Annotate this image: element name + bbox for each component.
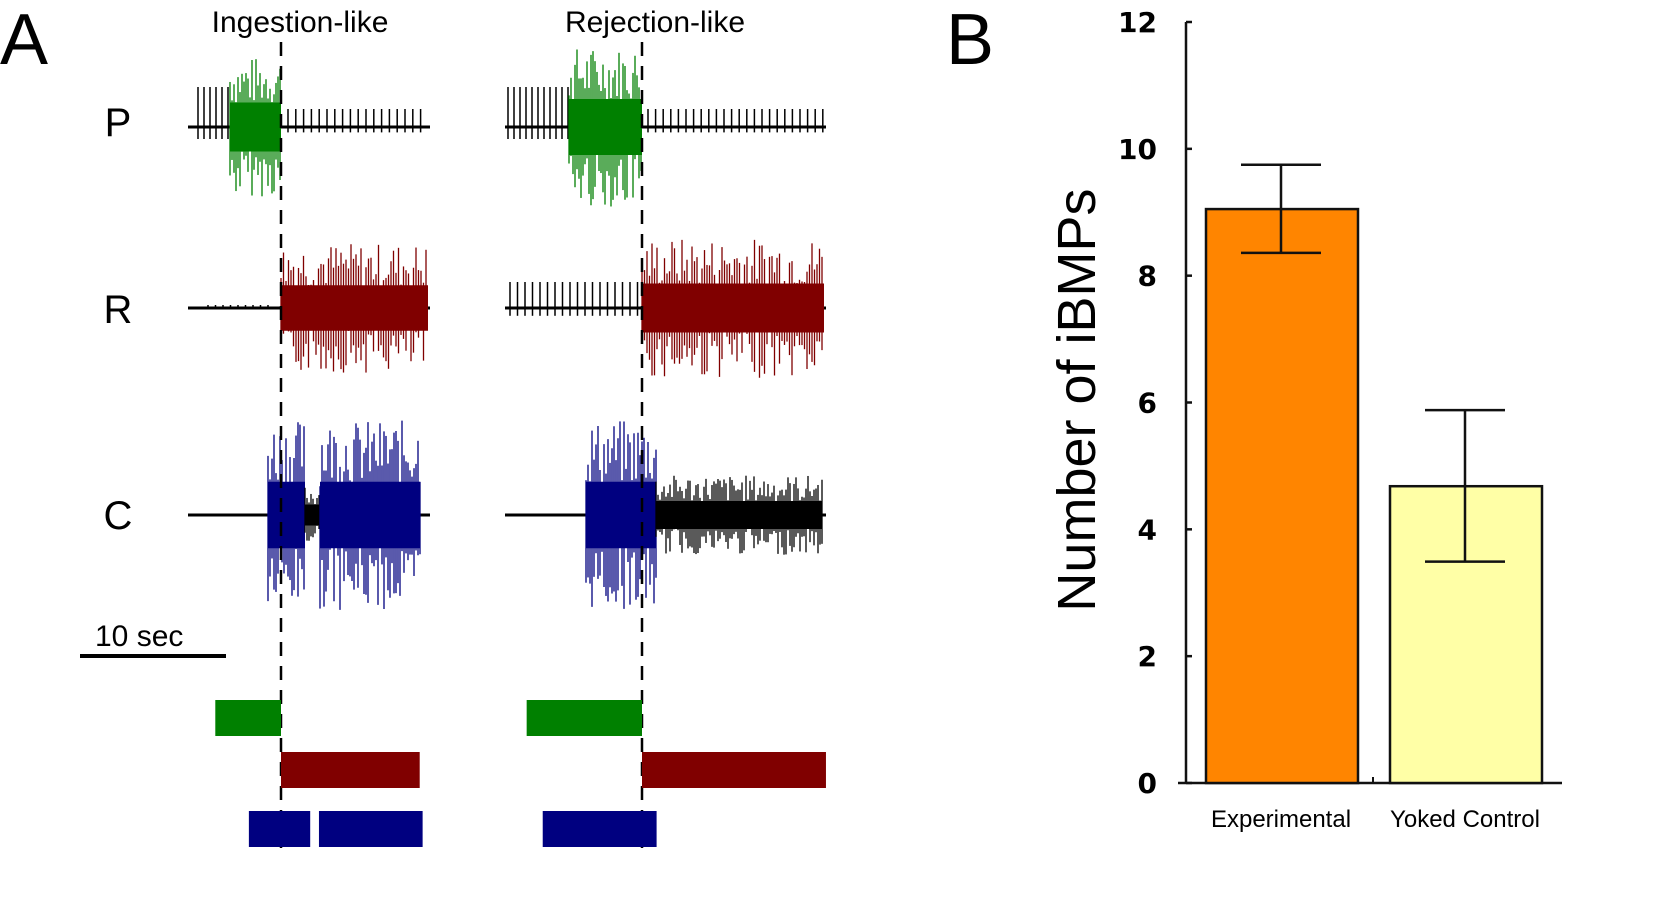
- trace-c-ingestion-gap: [304, 487, 320, 541]
- panel-b-letter: B: [946, 0, 994, 80]
- bars: Experimental Yoked Control: [1204, 163, 1544, 833]
- y-tick-label: 10: [1118, 133, 1157, 166]
- activity-bar-rejection-r: [642, 752, 826, 788]
- activity-bar-rejection-p: [526, 700, 642, 736]
- x-category-label: Yoked Control: [1390, 806, 1540, 833]
- trace-p-rejection-burst: [568, 49, 642, 207]
- channel-label-c: C: [104, 494, 133, 538]
- bar-experimental: [1204, 207, 1360, 785]
- x-category-label: Experimental: [1211, 806, 1351, 833]
- condition-title-ingestion: Ingestion-like: [212, 6, 389, 39]
- trace-r-ingestion-pre: [207, 305, 269, 309]
- trace-p-ingestion-pre-spikes: [197, 87, 229, 139]
- trace-c-ingestion-burst-1: [267, 422, 305, 602]
- activity-bars: [215, 700, 826, 847]
- y-tick-label: 0: [1138, 767, 1157, 800]
- trace-p-ingestion-post-spikes: [287, 109, 422, 133]
- activity-bar-ingestion-r: [281, 752, 420, 788]
- scale-bar-label: 10 sec: [95, 620, 183, 653]
- trace-r-rejection-burst: [641, 239, 824, 378]
- y-tick-label: 4: [1138, 513, 1157, 546]
- trace-c-rejection-post: [655, 475, 823, 555]
- activity-bar-ingestion-p: [215, 700, 281, 736]
- channel-label-p: P: [105, 101, 132, 145]
- trace-p-rejection-post-spikes: [647, 109, 824, 133]
- y-tick-label: 12: [1118, 6, 1157, 39]
- y-tick-label: 8: [1138, 260, 1157, 293]
- trace-p-ingestion-burst: [229, 59, 281, 197]
- activity-bar-rejection-c: [542, 811, 657, 847]
- panel-a-letter: A: [0, 0, 48, 80]
- bar-chart: Number of iBMPs 0 2 4 6 8 10 12 Experimental Yo…: [1047, 6, 1562, 833]
- y-ticks: 0 2 4 6 8 10 12: [1118, 6, 1192, 800]
- trace-c-rejection-burst: [585, 421, 657, 609]
- activity-bar-ingestion-c: [318, 811, 423, 847]
- activity-bar-ingestion-c: [248, 811, 311, 847]
- channel-label-r: R: [104, 288, 133, 332]
- trace-c-ingestion-burst-2: [319, 420, 421, 610]
- y-axis-label: Number of iBMPs: [1047, 188, 1107, 611]
- condition-title-rejection: Rejection-like: [565, 6, 745, 39]
- neural-traces: [188, 49, 826, 610]
- trace-r-ingestion-burst: [280, 244, 428, 373]
- y-tick-label: 2: [1138, 640, 1157, 673]
- trace-r-rejection-pre-spikes: [509, 282, 639, 316]
- trace-p-rejection-pre-spikes: [507, 87, 569, 139]
- y-tick-label: 6: [1138, 387, 1157, 420]
